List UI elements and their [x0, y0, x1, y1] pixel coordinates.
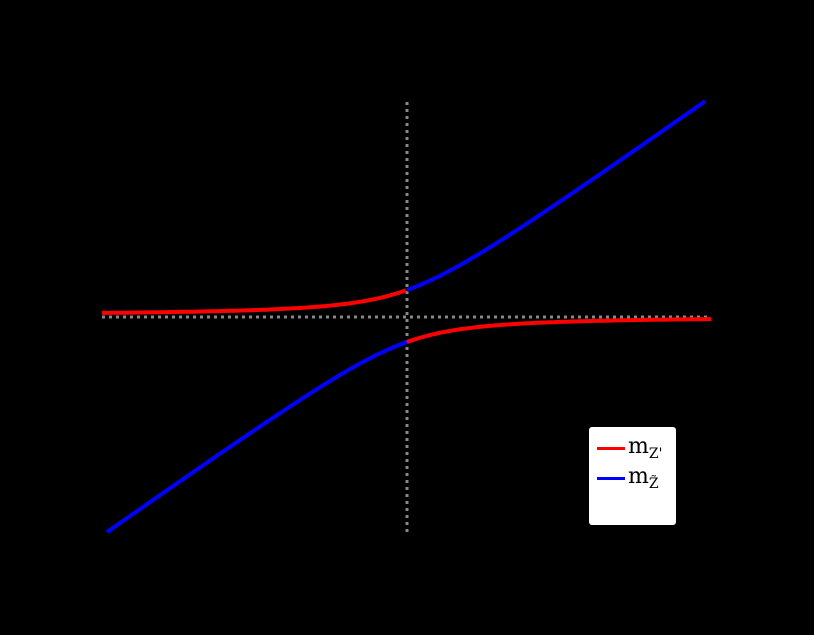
curves-group	[102, 99, 711, 534]
curve-mzprime-upper	[102, 288, 407, 315]
legend-item-mzprime: mZ'	[597, 435, 662, 461]
legend-swatch-blue	[597, 476, 625, 480]
legend: mZ' mZ̃	[589, 427, 676, 525]
curve-mzprime-lower	[406, 317, 711, 344]
legend-label: mZ'	[628, 433, 663, 462]
legend-label: mZ̃	[628, 463, 659, 492]
legend-item-mztilde: mZ̃	[597, 465, 659, 491]
curve-mztilde-lower	[105, 340, 408, 534]
curve-mztilde-upper	[406, 99, 707, 292]
legend-swatch-red	[597, 446, 625, 450]
